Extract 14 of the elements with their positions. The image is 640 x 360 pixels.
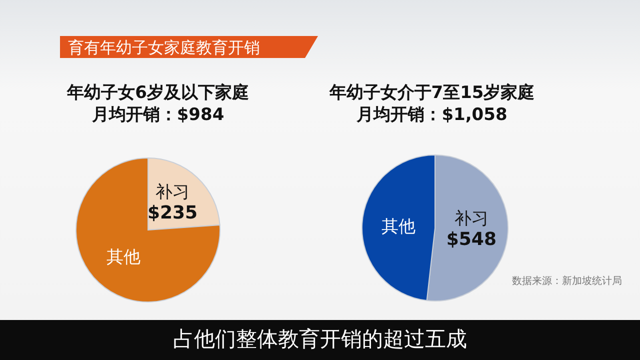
pie-slice bbox=[76, 158, 220, 302]
chart-subtitle: 月均开销：$1,058 bbox=[356, 105, 508, 125]
data-label: $548 bbox=[446, 229, 496, 250]
chart-title: 年幼子女6岁及以下家庭 bbox=[66, 83, 249, 103]
data-label: $235 bbox=[147, 202, 198, 224]
text: 育有年幼子女家庭教育开销 bbox=[68, 38, 260, 57]
slice-label: 补习 bbox=[454, 209, 488, 230]
slice-label: 其他 bbox=[382, 216, 416, 237]
chart-subtitle: 月均开销：$984 bbox=[90, 105, 224, 125]
chart-title: 年幼子女介于7至15岁家庭 bbox=[328, 83, 535, 103]
slice-label: 其他 bbox=[106, 247, 140, 268]
text: 占他们整体教育开销的超过五成 bbox=[173, 327, 467, 351]
slice-label: 补习 bbox=[156, 182, 190, 203]
source-note: 数据来源：新加坡统计局 bbox=[512, 275, 622, 287]
